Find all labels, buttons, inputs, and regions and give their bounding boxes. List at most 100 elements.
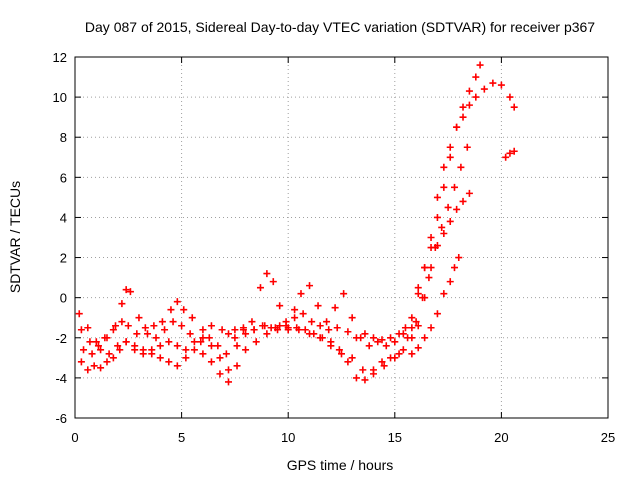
data-point <box>333 324 341 332</box>
data-point <box>306 282 314 290</box>
data-point <box>199 326 207 334</box>
y-tick-label: 6 <box>60 170 67 185</box>
data-point <box>308 318 316 326</box>
data-point <box>282 318 290 326</box>
y-tick-label: 4 <box>60 210 67 225</box>
data-point <box>301 326 309 334</box>
data-point <box>344 328 352 336</box>
data-point <box>86 338 94 346</box>
data-point <box>414 322 422 330</box>
data-point <box>207 358 215 366</box>
y-axis-label: SDTVAR / TECUs <box>7 181 23 293</box>
data-point <box>169 318 177 326</box>
data-point <box>457 163 465 171</box>
data-point <box>459 197 467 205</box>
data-point <box>173 362 181 370</box>
data-point <box>408 314 416 322</box>
data-point <box>122 338 130 346</box>
data-point <box>380 362 388 370</box>
data-point <box>472 93 480 101</box>
data-point <box>506 149 514 157</box>
data-point <box>205 334 213 342</box>
x-tick-label: 15 <box>388 430 402 445</box>
data-point <box>455 254 463 262</box>
data-point <box>440 290 448 298</box>
data-point <box>378 336 386 344</box>
data-point <box>331 304 339 312</box>
data-point <box>122 286 130 294</box>
data-point <box>105 350 113 358</box>
data-point <box>440 229 448 237</box>
y-tick-label: 2 <box>60 251 67 266</box>
data-point <box>361 376 369 384</box>
data-point <box>274 326 282 334</box>
data-point <box>446 217 454 225</box>
data-point <box>480 85 488 93</box>
data-point <box>291 306 299 314</box>
data-point <box>440 163 448 171</box>
x-tick-label: 5 <box>178 430 185 445</box>
data-point <box>446 278 454 286</box>
data-point <box>291 314 299 322</box>
data-point <box>225 378 233 386</box>
data-point <box>239 326 247 334</box>
data-point <box>158 318 166 326</box>
data-point <box>382 342 390 350</box>
data-point <box>450 183 458 191</box>
data-point <box>395 350 403 358</box>
data-point <box>335 346 343 354</box>
data-point <box>92 338 100 346</box>
data-point <box>359 366 367 374</box>
data-point <box>77 326 85 334</box>
data-point <box>421 294 429 302</box>
data-point <box>314 302 322 310</box>
data-point <box>248 318 256 326</box>
data-point <box>427 324 435 332</box>
data-points <box>75 61 518 386</box>
data-point <box>84 366 92 374</box>
data-point <box>502 153 510 161</box>
data-point <box>269 278 277 286</box>
data-point <box>412 318 420 326</box>
data-point <box>446 153 454 161</box>
data-point <box>489 79 497 87</box>
data-point <box>182 346 190 354</box>
data-point <box>408 324 416 332</box>
data-point <box>338 350 345 358</box>
data-point <box>510 103 518 111</box>
data-point <box>188 314 196 322</box>
data-point <box>465 87 473 95</box>
data-point <box>225 366 233 374</box>
plot-frame <box>74 56 609 419</box>
data-point <box>387 334 395 342</box>
data-point <box>391 354 399 362</box>
data-point <box>365 342 373 350</box>
data-point <box>233 362 241 370</box>
data-point <box>433 213 441 221</box>
data-point <box>88 350 96 358</box>
data-point <box>427 264 435 272</box>
data-point <box>433 242 441 250</box>
data-point <box>94 342 102 350</box>
data-point <box>369 334 377 342</box>
data-point <box>316 322 324 330</box>
data-point <box>323 318 331 326</box>
data-point <box>325 326 333 334</box>
data-point <box>77 358 85 366</box>
data-point <box>109 326 117 334</box>
data-point <box>182 354 190 362</box>
data-point <box>233 342 241 350</box>
data-point <box>180 306 188 314</box>
data-point <box>135 314 143 322</box>
ticks: 0 5 10 15 20 25 -6 -4 -2 0 2 4 6 8 10 12 <box>53 50 616 445</box>
data-point <box>414 344 422 352</box>
data-point <box>374 338 382 346</box>
data-point <box>357 334 365 342</box>
data-point <box>497 81 505 89</box>
data-point <box>116 346 124 354</box>
data-point <box>114 342 122 350</box>
data-point <box>433 310 441 318</box>
data-point <box>433 193 441 201</box>
data-point <box>109 354 117 362</box>
